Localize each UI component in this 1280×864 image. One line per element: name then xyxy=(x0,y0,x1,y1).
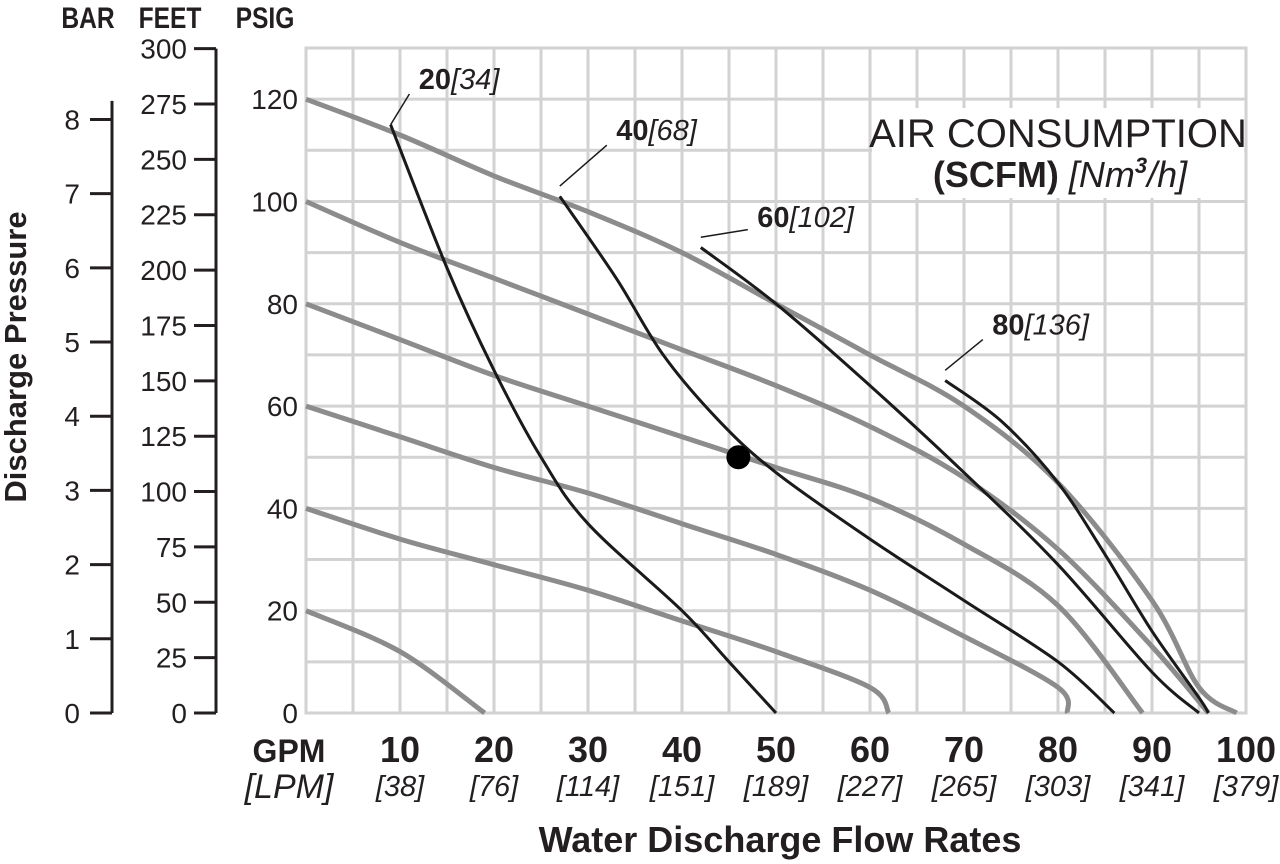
operating-point-marker xyxy=(726,445,751,470)
axes xyxy=(90,47,218,715)
psig-axis-tick-label: 20 xyxy=(267,596,298,627)
x-tick-label-gpm: 50 xyxy=(756,729,796,770)
bar-axis-tick-label: 0 xyxy=(64,698,80,729)
air-curve-20 xyxy=(389,124,778,715)
air-consumption-curves xyxy=(389,124,1210,715)
psig-axis-tick-label: 100 xyxy=(251,186,298,217)
performance-curve-1 xyxy=(305,96,1239,716)
gpm-unit-label: GPM xyxy=(253,733,326,769)
bar-axis-header: BAR xyxy=(61,1,114,35)
x-tick-label-gpm: 30 xyxy=(568,729,608,770)
x-tick-label-gpm: 60 xyxy=(850,729,890,770)
air-curve-label: 80[136] xyxy=(992,309,1090,341)
air-curve-label-scfm: 40 xyxy=(616,115,648,147)
feet-axis-tick-label: 125 xyxy=(140,421,187,452)
feet-axis-tick-label: 150 xyxy=(140,366,187,397)
x-tick-label-lpm: [76] xyxy=(469,771,519,803)
x-tick-label-gpm: 40 xyxy=(662,729,702,770)
feet-axis-tick-label: 175 xyxy=(140,310,187,341)
bar-axis-tick-label: 8 xyxy=(64,104,80,135)
x-tick-label-lpm: [151] xyxy=(649,771,715,803)
psig-axis-tick-label: 80 xyxy=(267,289,298,320)
bar-axis-tick-label: 7 xyxy=(64,179,80,210)
feet-axis-header: FEET xyxy=(139,1,202,35)
x-tick-label-gpm: 80 xyxy=(1038,729,1078,770)
feet-axis-tick-label: 225 xyxy=(140,200,187,231)
feet-axis-tick-label: 0 xyxy=(171,698,187,729)
x-axis-title: Water Discharge Flow Rates xyxy=(539,819,1022,860)
x-tick-label-lpm: [379] xyxy=(1213,771,1279,803)
bar-axis-tick-label: 2 xyxy=(64,550,80,581)
x-tick-label-lpm: [341] xyxy=(1119,771,1185,803)
psig-axis-tick-label: 60 xyxy=(267,391,298,422)
bar-axis-tick-label: 4 xyxy=(64,401,80,432)
feet-axis-tick-label: 75 xyxy=(156,532,187,563)
air-curve-label: 20[34] xyxy=(419,64,501,96)
air-curve-label-scfm: 20 xyxy=(419,64,451,96)
psig-axis-tick-label: 0 xyxy=(282,698,298,729)
feet-axis-tick-label: 100 xyxy=(140,477,187,508)
feet-axis-tick-label: 250 xyxy=(140,144,187,175)
legend-title-nm3h-a: [Nm xyxy=(1068,154,1135,195)
air-curve-label-scfm: 80 xyxy=(992,309,1024,341)
air-curve-40 xyxy=(558,195,1116,715)
bar-axis-tick-label: 5 xyxy=(64,327,80,358)
air-curve-leader xyxy=(389,93,411,126)
performance-curve-6 xyxy=(305,608,487,716)
legend-title-scfm: (SCFM) xyxy=(933,154,1059,195)
performance-curve-5 xyxy=(305,506,892,715)
feet-axis-tick-label: 300 xyxy=(140,34,187,65)
performance-curve-4 xyxy=(305,403,1072,714)
x-tick-label-gpm: 90 xyxy=(1132,729,1172,770)
feet-axis-tick-label: 200 xyxy=(140,255,187,286)
psig-axis-tick-label: 120 xyxy=(251,84,298,115)
lpm-unit-label: [LPM] xyxy=(244,768,335,806)
x-tick-label-lpm: [227] xyxy=(837,771,903,803)
x-tick-label-lpm: [189] xyxy=(743,771,809,803)
legend-title-line1: AIR CONSUMPTION xyxy=(869,112,1247,156)
legend-title: AIR CONSUMPTION (SCFM) [Nm3/h] xyxy=(869,108,1247,198)
legend-title-superscript: 3 xyxy=(1135,153,1147,178)
air-curve-leader xyxy=(700,228,748,239)
x-tick-label-gpm: 20 xyxy=(474,729,514,770)
x-tick-label-gpm: 10 xyxy=(380,729,420,770)
air-curve-label-nm3h: [136] xyxy=(1023,309,1089,341)
performance-curve-2 xyxy=(305,199,1211,715)
air-curve-80 xyxy=(944,379,1210,714)
feet-axis-tick-label: 50 xyxy=(156,587,187,618)
x-tick-label-lpm: [265] xyxy=(931,771,997,803)
feet-axis-tick-label: 25 xyxy=(156,643,187,674)
air-curve-label: 60[102] xyxy=(757,202,855,234)
x-tick-label-gpm: 70 xyxy=(944,729,984,770)
air-curve-label-nm3h: [34] xyxy=(450,64,500,96)
air-curve-label-nm3h: [68] xyxy=(647,115,697,147)
psig-axis-header: PSIG xyxy=(236,1,295,35)
bar-axis-tick-label: 6 xyxy=(64,253,80,284)
bar-axis-tick-label: 1 xyxy=(64,624,80,655)
air-curve-label-scfm: 60 xyxy=(757,202,789,234)
air-curve-label: 40[68] xyxy=(616,115,698,147)
x-tick-label-gpm: 100 xyxy=(1216,729,1276,770)
chart-labels: 0123456780255075100125150175200225250275… xyxy=(64,34,1279,803)
feet-axis-tick-label: 275 xyxy=(140,89,187,120)
bar-axis-tick-label: 3 xyxy=(64,475,80,506)
legend-title-background xyxy=(872,108,1244,198)
y-axis-title: Discharge Pressure xyxy=(0,211,33,502)
air-curve-leader xyxy=(944,338,984,371)
psig-axis-tick-label: 40 xyxy=(267,493,298,524)
air-curve-leader xyxy=(559,144,608,187)
x-tick-label-lpm: [38] xyxy=(375,771,425,803)
air-curve-60 xyxy=(699,246,1200,715)
legend-title-nm3h-b: /h] xyxy=(1144,154,1188,195)
air-curve-label-nm3h: [102] xyxy=(788,202,854,234)
x-tick-label-lpm: [303] xyxy=(1025,771,1091,803)
legend-title-line2: (SCFM) [Nm3/h] xyxy=(933,153,1188,195)
x-tick-label-lpm: [114] xyxy=(556,771,620,803)
